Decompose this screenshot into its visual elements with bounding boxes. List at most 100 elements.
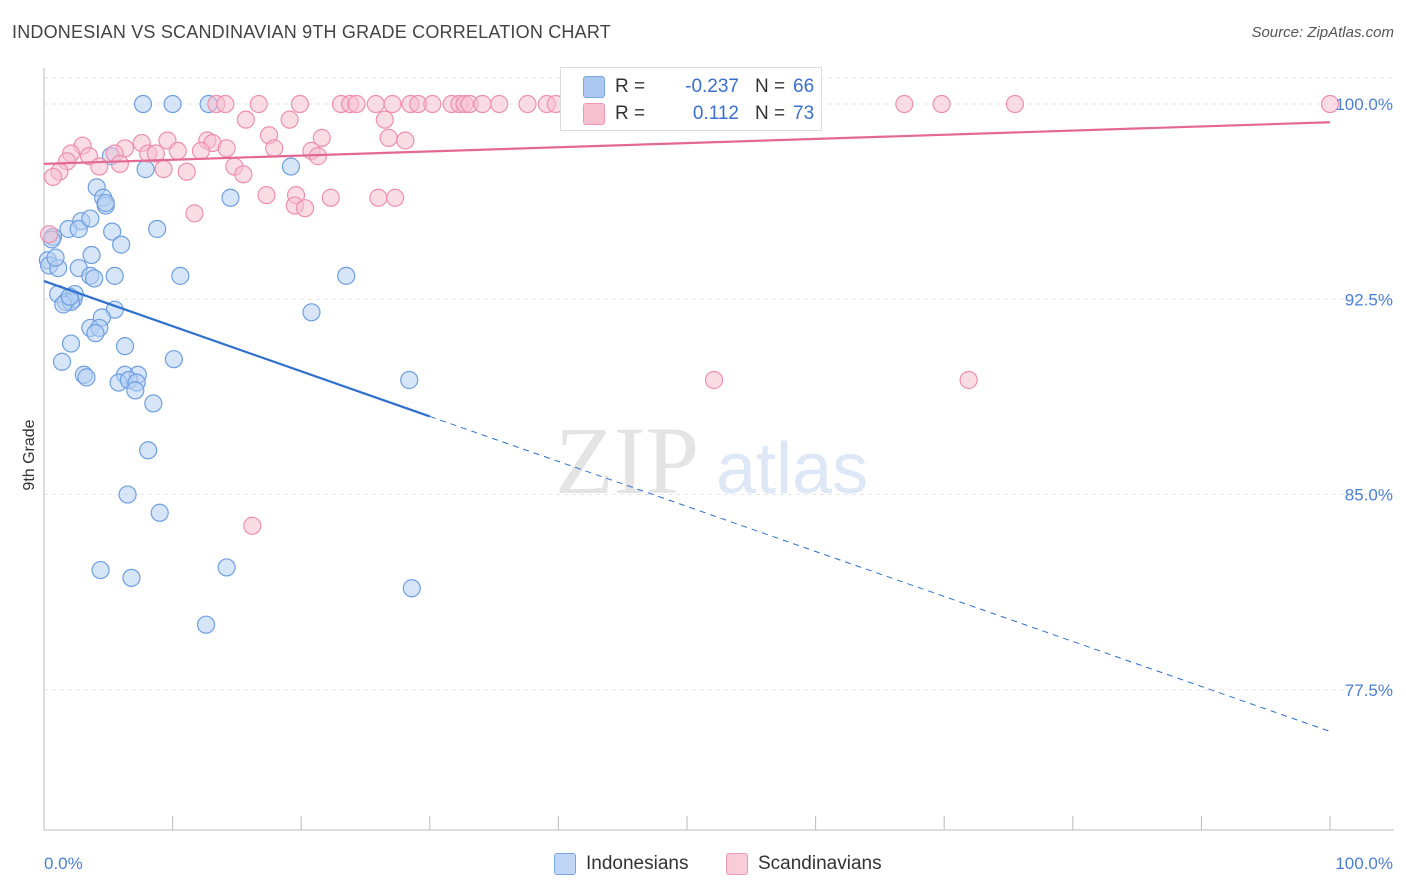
chart-title: INDONESIAN VS SCANDINAVIAN 9TH GRADE COR…	[12, 22, 611, 42]
n-value: 73	[793, 103, 815, 124]
legend-label-indonesians: Indonesians	[586, 853, 689, 874]
x-tick-label: 0.0%	[44, 854, 83, 873]
n-label: N =	[755, 76, 786, 97]
point-indonesians	[77, 368, 96, 387]
point-scandinavians	[321, 188, 340, 207]
point-indonesians	[136, 160, 155, 179]
point-indonesians	[105, 266, 124, 285]
stats-swatch-indonesians	[583, 76, 605, 98]
point-scandinavians	[396, 131, 415, 150]
watermark-zip: ZIP	[555, 407, 699, 514]
point-scandinavians	[704, 370, 724, 390]
point-scandinavians	[490, 94, 509, 114]
legend-item-indonesians[interactable]: Indonesians	[554, 852, 688, 876]
y-tick-label: 92.5%	[1345, 290, 1393, 309]
series-indonesians	[38, 94, 421, 634]
point-scandinavians	[366, 94, 385, 114]
point-indonesians	[281, 157, 301, 176]
point-scandinavians	[265, 139, 284, 158]
y-axis-label: 9th Grade	[21, 419, 38, 490]
point-scandinavians	[154, 160, 173, 179]
point-scandinavians	[90, 157, 109, 176]
y-tick-label: 77.5%	[1345, 681, 1393, 700]
point-scandinavians	[423, 94, 442, 114]
n-label: N =	[755, 103, 786, 124]
legend-label-scandinavians: Scandinavians	[758, 853, 882, 874]
legend-swatch-scandinavians	[726, 853, 748, 875]
point-scandinavians	[895, 94, 914, 114]
point-indonesians	[400, 370, 419, 390]
point-indonesians	[163, 94, 182, 114]
y-tick-label: 85.0%	[1345, 486, 1393, 505]
point-indonesians	[118, 485, 137, 504]
point-indonesians	[69, 219, 88, 239]
point-scandinavians	[473, 94, 492, 114]
point-indonesians	[96, 193, 115, 213]
r-value: -0.237	[685, 76, 739, 97]
point-indonesians	[133, 94, 153, 114]
point-scandinavians	[1005, 94, 1025, 114]
point-scandinavians	[257, 186, 276, 205]
stats-box: R = -0.237 N = 66 R = 0.112 N = 73	[560, 67, 822, 131]
point-scandinavians	[375, 110, 394, 129]
trend-indonesians	[43, 280, 431, 418]
point-scandinavians	[168, 141, 187, 160]
point-scandinavians	[295, 199, 315, 218]
stats-swatch-scandinavians	[583, 103, 605, 125]
point-scandinavians	[959, 370, 978, 390]
point-indonesians	[171, 266, 190, 285]
point-scandinavians	[347, 94, 366, 114]
point-scandinavians	[243, 516, 262, 535]
point-indonesians	[337, 266, 356, 285]
point-indonesians	[221, 188, 240, 207]
point-indonesians	[61, 334, 81, 353]
point-scandinavians	[146, 144, 165, 163]
legend-item-scandinavians[interactable]: Scandinavians	[726, 852, 882, 876]
point-indonesians	[122, 568, 141, 587]
point-scandinavians	[177, 162, 196, 181]
point-indonesians	[52, 352, 72, 371]
point-scandinavians	[369, 188, 388, 207]
r-label: R =	[615, 76, 646, 97]
point-scandinavians	[290, 94, 310, 114]
point-indonesians	[91, 560, 110, 580]
legend-swatch-indonesians	[554, 853, 576, 875]
point-scandinavians	[385, 188, 405, 207]
n-value: 66	[793, 76, 815, 97]
point-scandinavians	[383, 94, 402, 114]
watermark-atlas: atlas	[716, 429, 868, 509]
x-tick-label: 100.0%	[1335, 854, 1393, 873]
point-indonesians	[302, 303, 321, 322]
point-scandinavians	[518, 94, 537, 114]
point-indonesians	[112, 235, 131, 254]
point-indonesians	[81, 209, 100, 228]
point-scandinavians	[110, 154, 129, 174]
point-scandinavians	[280, 110, 299, 129]
point-indonesians	[148, 219, 167, 239]
watermark: ZIP atlas	[555, 407, 868, 514]
point-indonesians	[217, 558, 236, 577]
point-scandinavians	[216, 94, 235, 114]
y-tick-label: 100.0%	[1335, 95, 1393, 114]
source-label: Source: ZipAtlas.com	[1251, 24, 1394, 41]
point-scandinavians	[379, 128, 398, 147]
tick-labels: 100.0% 92.5% 85.0% 77.5% 0.0% 100.0%	[44, 95, 1393, 873]
trend-extension-indonesians	[429, 415, 1331, 732]
point-indonesians	[150, 503, 169, 522]
r-value: 0.112	[692, 103, 739, 124]
trend-lines	[43, 121, 1331, 732]
point-scandinavians	[249, 94, 268, 114]
point-indonesians	[402, 579, 421, 598]
point-indonesians	[144, 394, 163, 413]
point-scandinavians	[236, 110, 256, 129]
point-scandinavians	[191, 141, 210, 160]
point-scandinavians	[932, 94, 951, 114]
point-indonesians	[196, 615, 216, 634]
point-scandinavians	[234, 165, 253, 184]
point-scandinavians	[185, 204, 204, 223]
data-points	[38, 94, 1340, 634]
point-indonesians	[82, 245, 101, 265]
point-indonesians	[115, 337, 135, 356]
point-indonesians	[139, 441, 158, 460]
